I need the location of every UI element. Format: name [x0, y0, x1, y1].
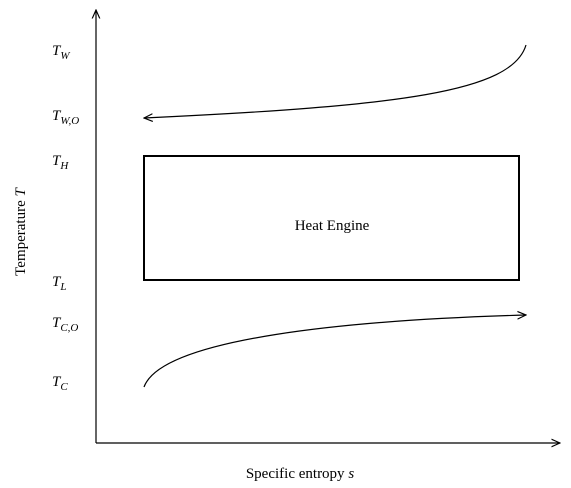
level-label: TW	[52, 43, 70, 62]
level-label: TC	[52, 374, 68, 393]
engine-label: Heat Engine	[295, 218, 370, 234]
level-label: TH	[52, 153, 69, 172]
level-labels: TW TW,O TH TL TC,O TC	[52, 43, 79, 393]
level-label: TW,O	[52, 108, 79, 127]
cold-stream-curve	[143, 315, 526, 388]
level-label: TC,O	[52, 315, 78, 334]
heat-engine-box	[143, 155, 520, 281]
level-label: TL	[52, 274, 66, 293]
x-axis-label: Specific entropy s	[246, 466, 354, 482]
y-axis-label: Temperature T	[13, 187, 29, 276]
hot-stream-curve	[144, 44, 527, 118]
